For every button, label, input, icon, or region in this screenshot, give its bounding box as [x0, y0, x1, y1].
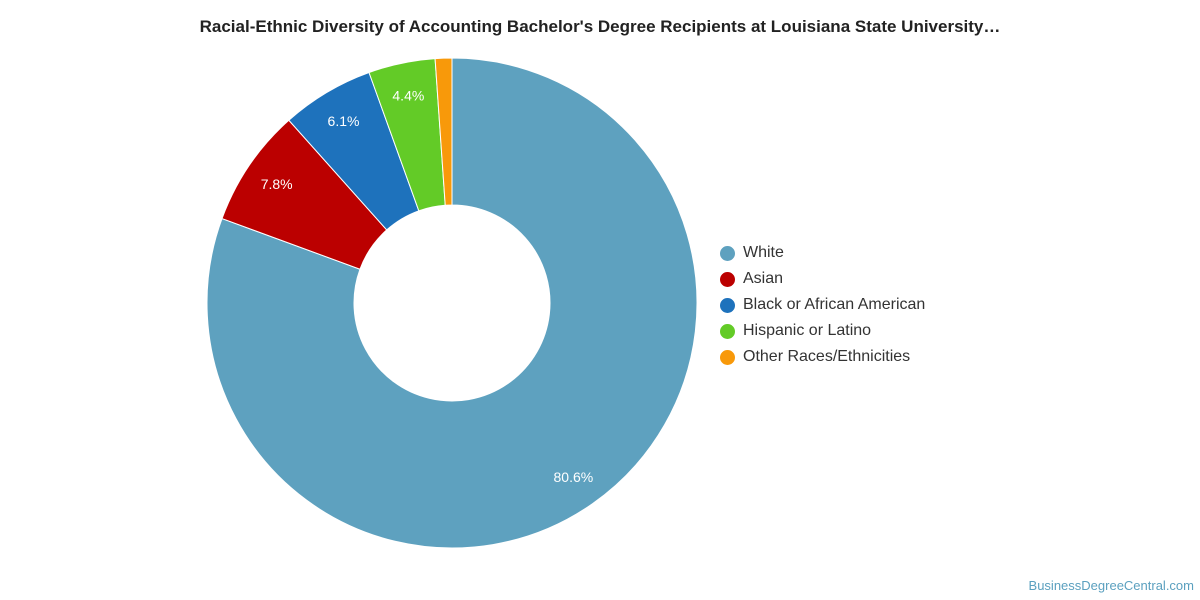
slice-white[interactable]: [206, 57, 698, 549]
slice-label: 6.1%: [328, 113, 360, 129]
legend-item[interactable]: Black or African American: [720, 292, 925, 318]
legend-label: White: [743, 244, 784, 261]
watermark[interactable]: BusinessDegreeCentral.com: [1028, 578, 1194, 593]
legend-swatch-icon: [720, 245, 735, 261]
legend-swatch-icon: [720, 297, 735, 313]
legend-label: Other Races/Ethnicities: [743, 348, 911, 365]
legend-item[interactable]: Asian: [720, 266, 925, 292]
slice-label: 7.8%: [261, 176, 293, 192]
slices-group: [206, 57, 698, 549]
legend-swatch-icon: [720, 271, 735, 287]
slice-other-races-ethnicities[interactable]: [434, 57, 453, 206]
legend-item[interactable]: Other Races/Ethnicities: [720, 344, 925, 370]
legend-label: Hispanic or Latino: [743, 322, 872, 339]
legend-item[interactable]: Hispanic or Latino: [720, 318, 925, 344]
legend-swatch-icon: [720, 323, 735, 339]
slice-labels-group: 80.6% 7.8% 6.1% 4.4%: [261, 88, 594, 485]
legend-item[interactable]: White: [720, 240, 925, 266]
legend-swatch-icon: [720, 349, 735, 365]
slice-label: 4.4%: [392, 88, 424, 104]
chart-title: Racial-Ethnic Diversity of Accounting Ba…: [199, 17, 1001, 36]
slice-label: 80.6%: [554, 469, 594, 485]
legend-label: Asian: [743, 270, 784, 287]
legend-label: Black or African American: [743, 296, 926, 313]
legend: White Asian Black or African American Hispa…: [720, 240, 925, 370]
